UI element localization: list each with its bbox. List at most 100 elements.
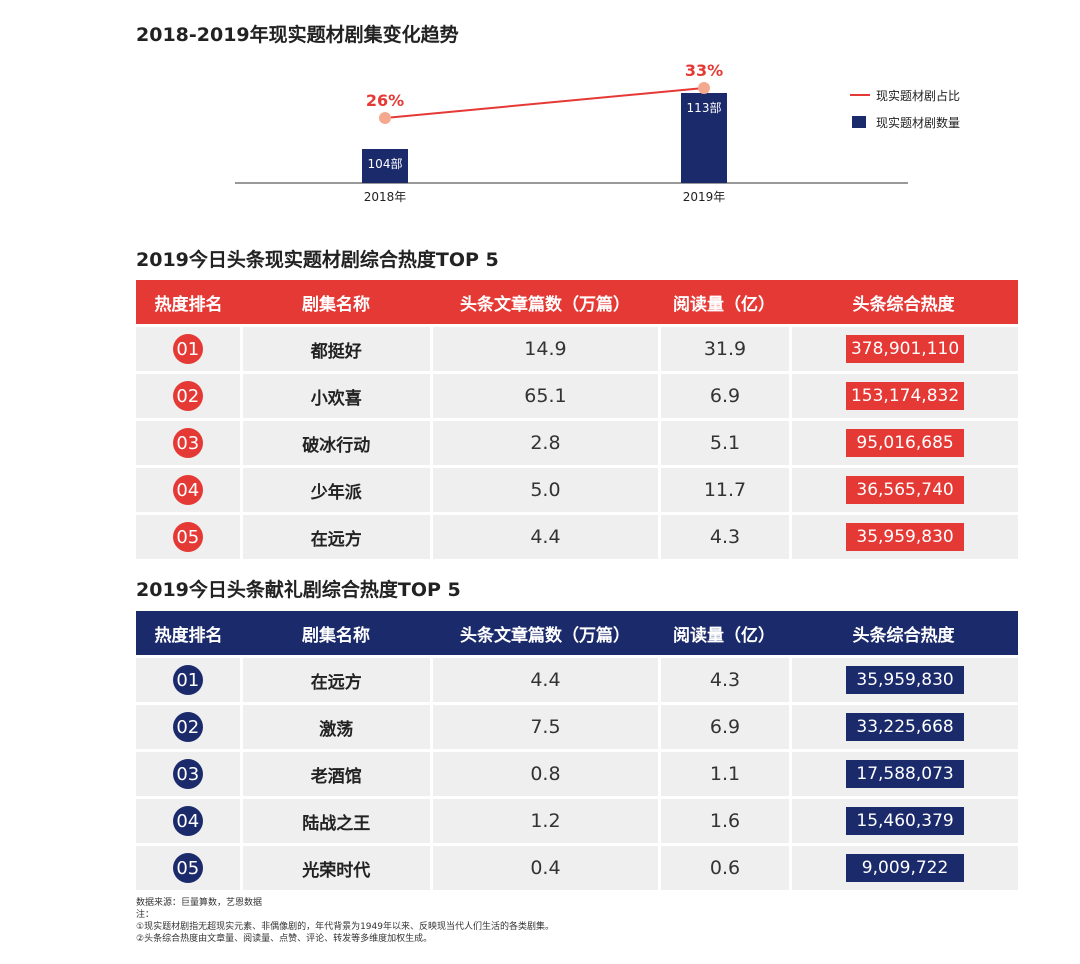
table2-title: 2019今日头条献礼剧综合热度TOP 5 bbox=[136, 579, 461, 601]
article-count: 5.0 bbox=[530, 479, 561, 501]
heat-cell: 153,174,832 bbox=[789, 374, 1018, 418]
line-point bbox=[698, 82, 710, 94]
header-reads: 阅读量（亿） bbox=[673, 294, 775, 315]
heat-value: 15,460,379 bbox=[846, 807, 965, 835]
chart-title: 2018-2019年现实题材剧集变化趋势 bbox=[136, 24, 459, 46]
rank-cell: 01 bbox=[136, 658, 240, 702]
read-count: 6.9 bbox=[709, 385, 741, 407]
table-row: 02 激荡 7.5 6.9 33,225,668 bbox=[136, 705, 1018, 749]
table-header: 热度排名 剧集名称 头条文章篇数（万篇） 阅读量（亿） 头条综合热度 bbox=[136, 611, 1018, 655]
drama-name: 小欢喜 bbox=[310, 388, 362, 409]
article-count: 4.4 bbox=[530, 669, 561, 691]
table-row: 04 少年派 5.0 11.7 36,565,740 bbox=[136, 468, 1018, 512]
heat-cell: 378,901,110 bbox=[789, 327, 1018, 371]
read-count: 1.6 bbox=[709, 810, 741, 832]
rank-cell: 05 bbox=[136, 846, 240, 890]
reads-cell: 11.7 bbox=[657, 468, 789, 512]
heat-cell: 36,565,740 bbox=[789, 468, 1018, 512]
rank-cell: 04 bbox=[136, 468, 240, 512]
rank-badge: 03 bbox=[172, 428, 203, 458]
category-label: 2018年 bbox=[364, 190, 407, 204]
heat-value: 33,225,668 bbox=[846, 713, 965, 741]
bar-label: 104部 bbox=[368, 156, 403, 171]
heat-cell: 35,959,830 bbox=[789, 658, 1018, 702]
heat-value: 378,901,110 bbox=[846, 335, 965, 363]
articles-cell: 0.4 bbox=[430, 846, 658, 890]
articles-cell: 4.4 bbox=[430, 658, 658, 702]
articles-cell: 4.4 bbox=[430, 515, 658, 559]
table-row: 02 小欢喜 65.1 6.9 153,174,832 bbox=[136, 374, 1018, 418]
rank-badge: 04 bbox=[172, 806, 203, 836]
footnotes: 数据来源：巨量算数，艺恩数据 注： ①现实题材剧指无超现实元素、非偶像剧的，年代… bbox=[136, 897, 554, 945]
heat-value: 35,959,830 bbox=[846, 666, 965, 694]
table-row: 03 破冰行动 2.8 5.1 95,016,685 bbox=[136, 421, 1018, 465]
name-cell: 小欢喜 bbox=[239, 374, 430, 418]
articles-cell: 14.9 bbox=[430, 327, 658, 371]
name-cell: 老酒馆 bbox=[239, 752, 430, 796]
legend-bar-label: 现实题材剧数量 bbox=[876, 115, 960, 130]
rank-badge: 01 bbox=[172, 665, 203, 695]
name-cell: 光荣时代 bbox=[239, 846, 430, 890]
name-cell: 在远方 bbox=[239, 515, 430, 559]
article-count: 65.1 bbox=[524, 385, 567, 407]
table-row: 01 都挺好 14.9 31.9 378,901,110 bbox=[136, 327, 1018, 371]
rank-badge: 04 bbox=[172, 475, 203, 505]
rank-badge: 05 bbox=[172, 522, 203, 552]
heat-value: 9,009,722 bbox=[846, 854, 965, 882]
drama-name: 在远方 bbox=[310, 529, 362, 550]
name-cell: 破冰行动 bbox=[239, 421, 430, 465]
legend-bar-swatch bbox=[852, 116, 866, 128]
read-count: 0.6 bbox=[709, 857, 741, 879]
article-count: 2.8 bbox=[530, 432, 561, 454]
series-line bbox=[384, 87, 705, 119]
read-count: 1.1 bbox=[709, 763, 741, 785]
heat-cell: 95,016,685 bbox=[789, 421, 1018, 465]
drama-name: 破冰行动 bbox=[302, 435, 371, 456]
name-cell: 少年派 bbox=[239, 468, 430, 512]
header-heat: 头条综合热度 bbox=[852, 294, 955, 315]
articles-cell: 5.0 bbox=[430, 468, 658, 512]
header-reads: 阅读量（亿） bbox=[673, 625, 775, 646]
name-cell: 都挺好 bbox=[239, 327, 430, 371]
rank-cell: 03 bbox=[136, 421, 240, 465]
read-count: 11.7 bbox=[703, 479, 747, 501]
legend-line-label: 现实题材剧占比 bbox=[876, 88, 960, 103]
articles-cell: 7.5 bbox=[430, 705, 658, 749]
drama-name: 老酒馆 bbox=[310, 766, 362, 787]
source-note: 数据来源：巨量算数，艺恩数据 bbox=[136, 898, 263, 908]
header-articles: 头条文章篇数（万篇） bbox=[460, 625, 630, 646]
heat-value: 17,588,073 bbox=[846, 760, 965, 788]
bar bbox=[362, 149, 408, 183]
drama-name: 光荣时代 bbox=[302, 860, 371, 881]
point-label: 26% bbox=[366, 91, 404, 110]
line-point bbox=[379, 112, 391, 124]
heat-cell: 9,009,722 bbox=[789, 846, 1018, 890]
table-row: 03 老酒馆 0.8 1.1 17,588,073 bbox=[136, 752, 1018, 796]
articles-cell: 2.8 bbox=[430, 421, 658, 465]
read-count: 31.9 bbox=[703, 338, 747, 360]
reads-cell: 1.1 bbox=[657, 752, 789, 796]
rank-cell: 04 bbox=[136, 799, 240, 843]
rank-badge: 05 bbox=[172, 853, 203, 883]
articles-cell: 65.1 bbox=[430, 374, 658, 418]
article-count: 1.2 bbox=[530, 810, 561, 832]
article-count: 4.4 bbox=[530, 526, 561, 548]
rank-cell: 02 bbox=[136, 705, 240, 749]
rank-badge: 02 bbox=[172, 712, 203, 742]
heat-cell: 35,959,830 bbox=[789, 515, 1018, 559]
note-label: 注： bbox=[136, 910, 155, 920]
heat-value: 35,959,830 bbox=[846, 523, 965, 551]
articles-cell: 0.8 bbox=[430, 752, 658, 796]
reads-cell: 4.3 bbox=[657, 515, 789, 559]
drama-name: 激荡 bbox=[319, 719, 354, 740]
article-count: 14.9 bbox=[524, 338, 567, 360]
heat-value: 95,016,685 bbox=[846, 429, 965, 457]
table-header: 热度排名 剧集名称 头条文章篇数（万篇） 阅读量（亿） 头条综合热度 bbox=[136, 280, 1018, 324]
article-count: 0.4 bbox=[530, 857, 561, 879]
articles-cell: 1.2 bbox=[430, 799, 658, 843]
drama-name: 在远方 bbox=[310, 672, 362, 693]
reads-cell: 0.6 bbox=[657, 846, 789, 890]
read-count: 5.1 bbox=[709, 432, 741, 454]
header-heat: 头条综合热度 bbox=[852, 625, 955, 646]
